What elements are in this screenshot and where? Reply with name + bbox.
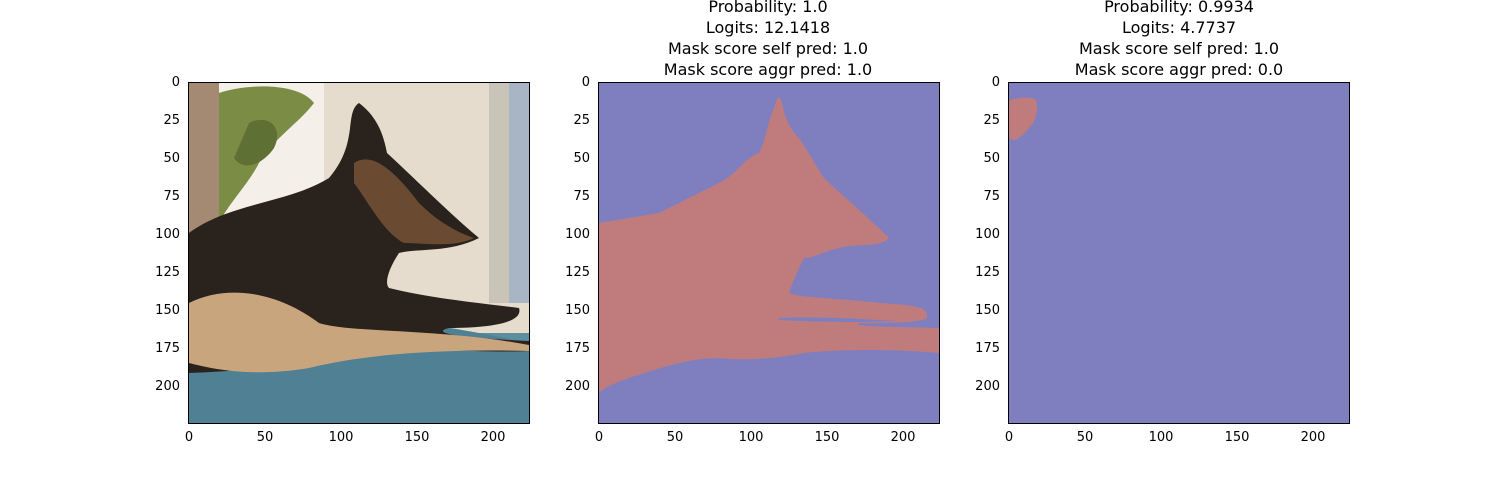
y-tick-label: 25: [573, 113, 590, 128]
title-line: Probability: 0.9934: [1104, 0, 1254, 16]
y-tick-label: 175: [155, 341, 180, 356]
y-tick-label: 75: [573, 189, 590, 204]
x-tick-label: 150: [404, 430, 430, 445]
title-line: Mask score aggr pred: 1.0: [663, 60, 873, 79]
y-tick-label: 150: [155, 303, 180, 318]
x-tick-label: 100: [738, 430, 764, 445]
x-tick-label: 200: [1300, 430, 1326, 445]
y-tick-label: 75: [163, 189, 180, 204]
y-tick-label: 50: [983, 151, 1000, 166]
x-tick-label: 0: [1004, 430, 1014, 445]
y-tick-label: 175: [975, 341, 1000, 356]
y-tick-label: 0: [171, 75, 180, 90]
y-tick-label: 200: [565, 379, 590, 394]
blob-mask: [1009, 97, 1038, 140]
y-tick-label: 200: [975, 379, 1000, 394]
x-tick-label: 150: [1224, 430, 1250, 445]
x-tick-label: 100: [1148, 430, 1174, 445]
y-tick-label: 25: [163, 113, 180, 128]
x-tick-label: 100: [328, 430, 354, 445]
y-tick-label: 25: [983, 113, 1000, 128]
title-line: Probability: 1.0: [708, 0, 828, 16]
y-tick-label: 0: [991, 75, 1000, 90]
y-tick-label: 175: [565, 341, 590, 356]
y-tick-label: 100: [155, 227, 180, 242]
plot-area-mask-1: [598, 82, 940, 424]
y-tick-label: 0: [581, 75, 590, 90]
dog-photo: [189, 83, 529, 423]
y-tick-label: 50: [573, 151, 590, 166]
x-tick-label: 150: [814, 430, 840, 445]
y-tick-label: 50: [163, 151, 180, 166]
plot-area-mask-2: [1008, 82, 1350, 424]
plot-area-input: [188, 82, 530, 424]
y-tick-label: 75: [983, 189, 1000, 204]
y-tick-label: 125: [155, 265, 180, 280]
title-line: Logits: 4.7737: [1121, 18, 1237, 37]
x-tick-label: 50: [256, 430, 274, 445]
x-tick-label: 50: [666, 430, 684, 445]
y-tick-label: 100: [975, 227, 1000, 242]
x-tick-label: 50: [1076, 430, 1094, 445]
y-tick-label: 150: [565, 303, 590, 318]
y-tick-label: 200: [155, 379, 180, 394]
y-tick-label: 150: [975, 303, 1000, 318]
title-line: Mask score aggr pred: 0.0: [1074, 60, 1284, 79]
y-tick-label: 125: [565, 265, 590, 280]
y-tick-label: 125: [975, 265, 1000, 280]
title-line: Mask score self pred: 1.0: [1078, 39, 1280, 58]
title-line: Logits: 12.1418: [705, 18, 831, 37]
y-tick-label: 100: [565, 227, 590, 242]
x-tick-label: 0: [184, 430, 194, 445]
x-tick-label: 200: [480, 430, 506, 445]
title-line: Mask score self pred: 1.0: [667, 39, 869, 58]
dog-mask: [599, 97, 939, 394]
x-tick-label: 200: [890, 430, 916, 445]
x-tick-label: 0: [594, 430, 604, 445]
